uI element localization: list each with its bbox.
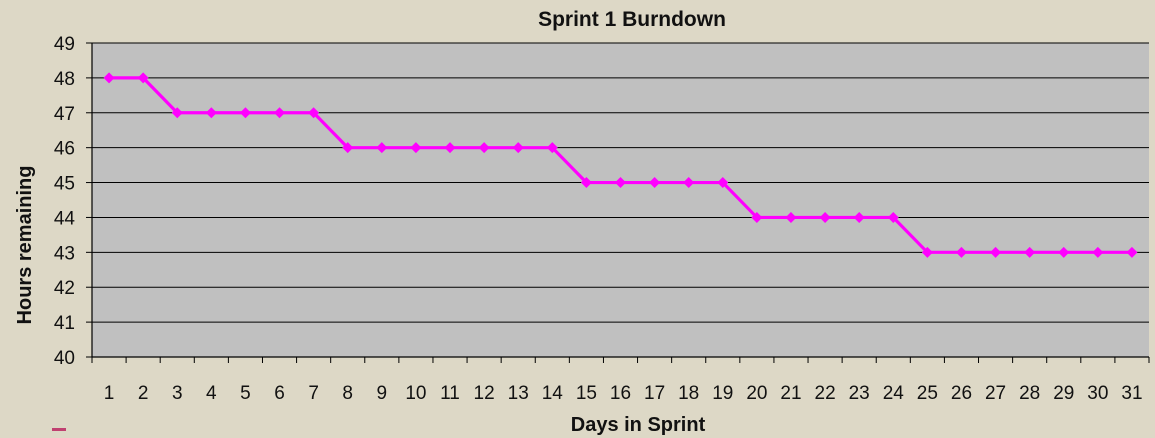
x-tick-label-7: 7 [308,383,319,404]
data-point-day-17 [649,177,661,189]
data-point-day-10 [410,142,422,154]
x-tick-label-5: 5 [240,383,251,404]
data-point-day-26 [955,246,967,258]
data-point-day-3 [171,107,183,119]
data-point-day-30 [1092,246,1104,258]
x-tick-label-14: 14 [542,383,564,404]
data-point-day-19 [717,177,729,189]
x-tick-label-28: 28 [1019,383,1040,404]
data-point-day-31 [1126,246,1138,258]
data-point-day-15 [580,177,592,189]
data-point-day-6 [274,107,286,119]
x-tick-label-29: 29 [1053,383,1074,404]
x-tick-label-22: 22 [815,383,836,404]
data-point-day-16 [615,177,626,189]
x-tick-label-26: 26 [951,383,972,404]
x-tick-label-2: 2 [138,383,149,404]
plot-background [92,43,1149,357]
y-tick-label-43: 43 [54,243,75,264]
y-tick-label-48: 48 [54,69,75,90]
x-tick-label-13: 13 [508,383,529,404]
data-point-day-14 [546,142,558,154]
x-axis-label: Days in Sprint [571,414,706,436]
data-point-day-5 [239,107,251,119]
data-point-day-18 [683,177,695,189]
x-tick-label-18: 18 [678,383,699,404]
data-point-day-7 [308,107,320,119]
data-point-day-20 [751,211,763,223]
x-tick-label-4: 4 [206,383,217,404]
x-tick-label-27: 27 [985,383,1006,404]
y-axis-label: Hours remaining [14,166,36,325]
data-point-day-25 [921,246,933,258]
data-point-day-8 [342,142,354,154]
x-tick-label-31: 31 [1121,383,1142,404]
data-point-day-2 [137,72,149,84]
data-point-day-4 [205,107,217,119]
data-point-day-28 [1024,246,1036,258]
legend-fragment-mark [52,428,66,431]
data-point-day-13 [512,142,524,154]
y-tick-label-47: 47 [54,104,75,125]
y-tick-label-42: 42 [54,278,75,299]
data-point-day-1 [103,72,115,84]
x-tick-label-3: 3 [172,383,183,404]
data-point-day-23 [853,211,865,223]
y-tick-label-45: 45 [54,174,75,195]
data-point-day-29 [1058,246,1070,258]
data-point-day-21 [785,211,797,223]
x-tick-label-16: 16 [610,383,631,404]
y-tick-label-40: 40 [54,348,75,369]
data-point-day-24 [887,211,899,223]
x-tick-label-21: 21 [780,383,801,404]
x-tick-label-19: 19 [712,383,733,404]
y-tick-label-41: 41 [54,313,75,334]
x-tick-label-17: 17 [644,383,665,404]
data-point-day-11 [444,142,456,154]
x-tick-label-25: 25 [917,383,938,404]
x-tick-label-6: 6 [274,383,285,404]
data-point-day-9 [376,142,388,154]
x-tick-label-20: 20 [746,383,767,404]
y-tick-label-44: 44 [54,208,76,229]
chart-title: Sprint 1 Burndown [538,8,726,31]
x-tick-label-12: 12 [474,383,495,404]
data-point-day-12 [478,142,490,154]
data-point-day-27 [990,246,1002,258]
y-tick-label-49: 49 [54,34,75,55]
x-tick-label-1: 1 [104,383,115,404]
x-tick-label-9: 9 [377,383,388,404]
x-tick-label-30: 30 [1087,383,1108,404]
x-tick-label-10: 10 [405,383,426,404]
x-tick-label-11: 11 [440,383,460,404]
y-tick-label-46: 46 [54,139,75,160]
x-tick-label-15: 15 [576,383,597,404]
x-tick-label-23: 23 [849,383,870,404]
x-tick-label-8: 8 [342,383,353,404]
data-point-day-22 [819,211,831,223]
x-tick-label-24: 24 [883,383,905,404]
